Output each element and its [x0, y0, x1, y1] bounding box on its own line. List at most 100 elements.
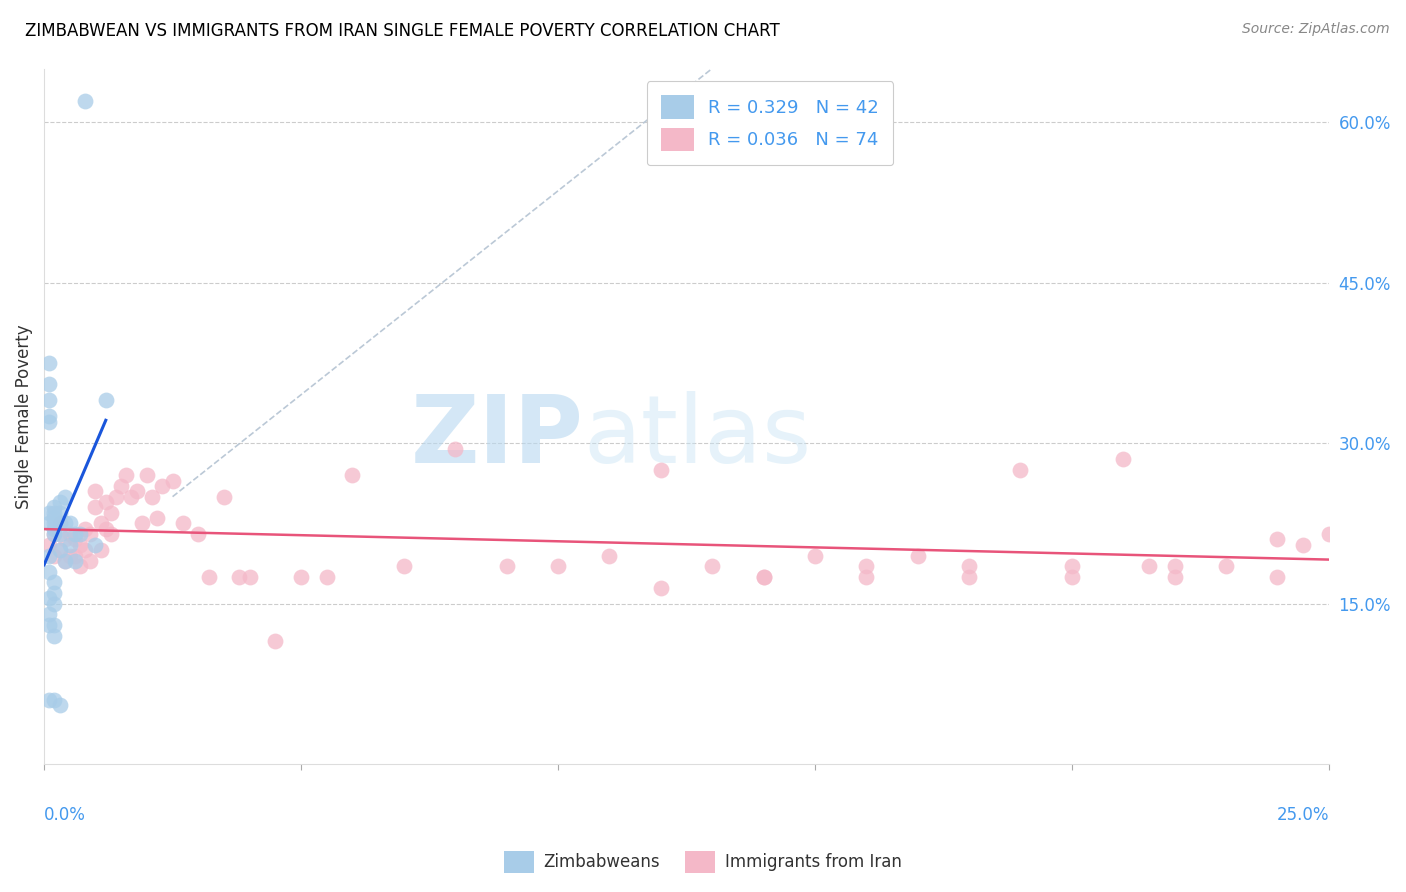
Point: [48, 516, 70, 531]
Point: [392, 559, 415, 574]
Point: [228, 570, 250, 584]
Point: [38, 618, 60, 632]
Point: [44, 500, 66, 515]
Point: [63, 533, 86, 547]
Point: [44, 693, 66, 707]
Y-axis label: Single Female Poverty: Single Female Poverty: [15, 324, 32, 508]
Point: [38, 415, 60, 429]
Point: [855, 559, 877, 574]
Point: [48, 527, 70, 541]
Point: [38, 565, 60, 579]
Point: [59, 538, 82, 552]
Point: [75, 94, 97, 108]
Point: [264, 634, 287, 648]
Point: [90, 516, 112, 531]
Point: [110, 479, 132, 493]
Point: [38, 549, 60, 563]
Point: [44, 527, 66, 541]
Legend: Zimbabweans, Immigrants from Iran: Zimbabweans, Immigrants from Iran: [498, 845, 908, 880]
Point: [38, 591, 60, 606]
Point: [212, 490, 235, 504]
Point: [38, 538, 60, 552]
Point: [48, 516, 70, 531]
Point: [187, 527, 209, 541]
Point: [90, 543, 112, 558]
Point: [38, 393, 60, 408]
Point: [172, 516, 194, 531]
Point: [53, 533, 76, 547]
Point: [69, 559, 91, 574]
Point: [162, 474, 184, 488]
Point: [125, 484, 148, 499]
Point: [100, 506, 122, 520]
Point: [150, 479, 173, 493]
Point: [59, 549, 82, 563]
Point: [141, 490, 163, 504]
Point: [44, 549, 66, 563]
Point: [44, 516, 66, 531]
Point: [650, 581, 672, 595]
Point: [63, 549, 86, 563]
Point: [63, 527, 86, 541]
Point: [69, 538, 91, 552]
Point: [38, 409, 60, 424]
Point: [1010, 463, 1032, 477]
Point: [44, 586, 66, 600]
Point: [957, 559, 980, 574]
Point: [197, 570, 219, 584]
Point: [48, 543, 70, 558]
Point: [63, 554, 86, 568]
Point: [1267, 533, 1289, 547]
Point: [598, 549, 620, 563]
Point: [79, 554, 101, 568]
Point: [121, 490, 143, 504]
Point: [38, 516, 60, 531]
Point: [59, 516, 82, 531]
Point: [44, 597, 66, 611]
Point: [1292, 538, 1315, 552]
Point: [48, 543, 70, 558]
Point: [44, 511, 66, 525]
Point: [48, 495, 70, 509]
Point: [239, 570, 262, 584]
Point: [315, 570, 337, 584]
Point: [38, 607, 60, 622]
Point: [100, 527, 122, 541]
Point: [44, 618, 66, 632]
Point: [907, 549, 929, 563]
Point: [700, 559, 723, 574]
Point: [547, 559, 569, 574]
Point: [804, 549, 827, 563]
Point: [115, 468, 138, 483]
Point: [53, 554, 76, 568]
Point: [146, 511, 169, 525]
Text: ZIMBABWEAN VS IMMIGRANTS FROM IRAN SINGLE FEMALE POVERTY CORRELATION CHART: ZIMBABWEAN VS IMMIGRANTS FROM IRAN SINGL…: [25, 22, 780, 40]
Point: [131, 516, 153, 531]
Legend: R = 0.329   N = 42, R = 0.036   N = 74: R = 0.329 N = 42, R = 0.036 N = 74: [647, 81, 893, 165]
Point: [59, 527, 82, 541]
Point: [69, 527, 91, 541]
Point: [38, 693, 60, 707]
Point: [75, 543, 97, 558]
Point: [48, 506, 70, 520]
Point: [53, 554, 76, 568]
Point: [957, 570, 980, 584]
Point: [290, 570, 312, 584]
Point: [1060, 570, 1083, 584]
Point: [1163, 570, 1185, 584]
Text: 0.0%: 0.0%: [44, 806, 86, 824]
Point: [752, 570, 775, 584]
Point: [94, 495, 117, 509]
Point: [135, 468, 157, 483]
Point: [79, 527, 101, 541]
Point: [1137, 559, 1160, 574]
Point: [84, 500, 107, 515]
Point: [94, 393, 117, 408]
Text: Source: ZipAtlas.com: Source: ZipAtlas.com: [1241, 22, 1389, 37]
Point: [650, 463, 672, 477]
Point: [44, 522, 66, 536]
Point: [94, 522, 117, 536]
Point: [48, 698, 70, 713]
Point: [84, 538, 107, 552]
Point: [1267, 570, 1289, 584]
